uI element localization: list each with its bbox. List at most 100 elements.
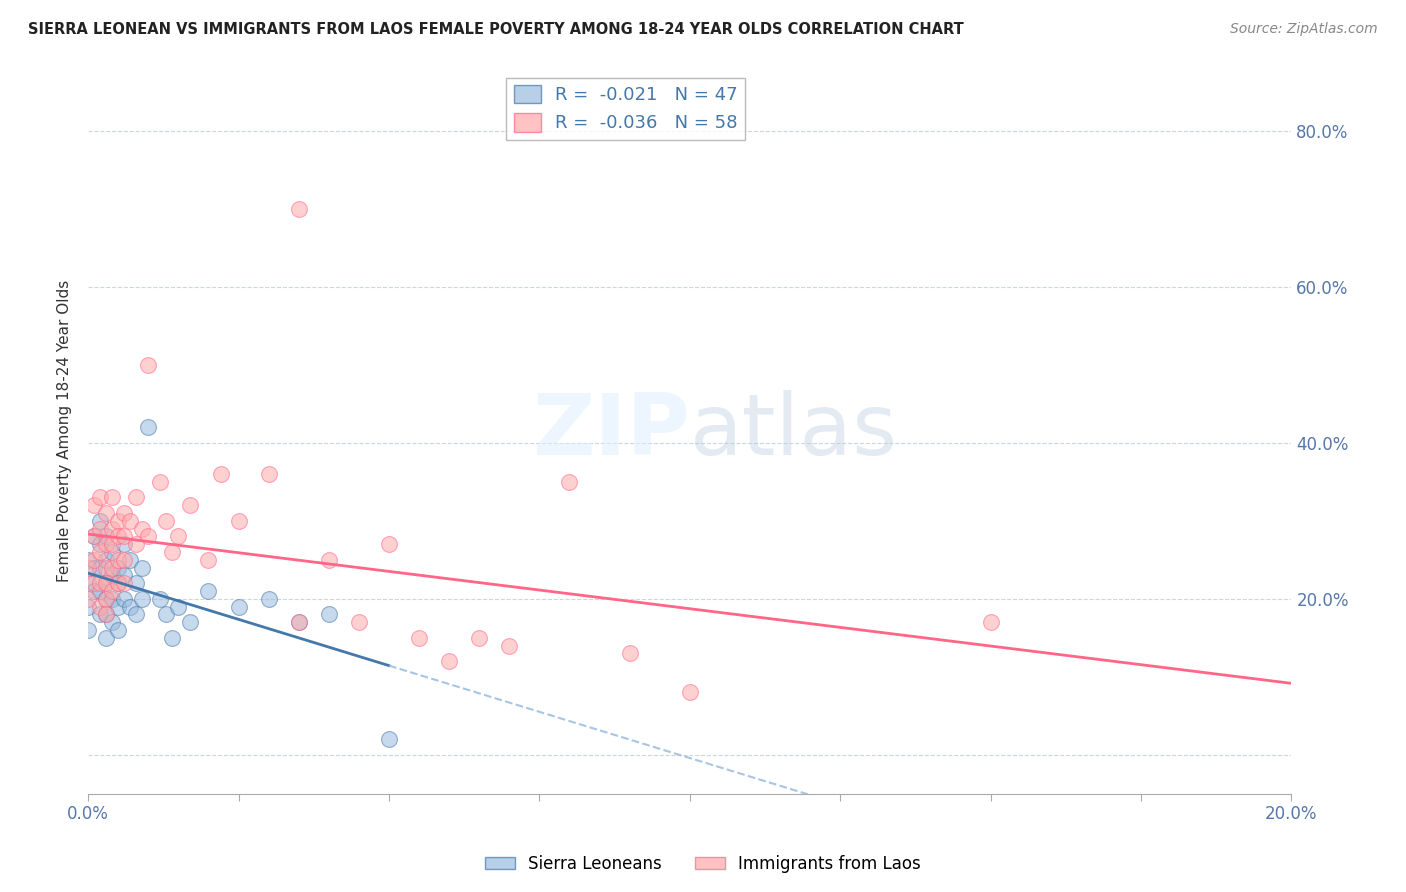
Point <box>112 553 135 567</box>
Point <box>96 607 118 622</box>
Point <box>77 553 100 567</box>
Point <box>96 529 118 543</box>
Legend: Sierra Leoneans, Immigrants from Laos: Sierra Leoneans, Immigrants from Laos <box>478 848 928 880</box>
Point <box>107 553 129 567</box>
Y-axis label: Female Poverty Among 18-24 Year Olds: Female Poverty Among 18-24 Year Olds <box>58 280 72 582</box>
Point <box>96 506 118 520</box>
Point <box>96 553 118 567</box>
Point <box>89 514 111 528</box>
Point <box>679 685 702 699</box>
Text: ZIP: ZIP <box>531 390 690 473</box>
Point <box>131 522 153 536</box>
Point <box>136 420 159 434</box>
Point <box>112 529 135 543</box>
Point <box>101 615 124 629</box>
Point <box>89 491 111 505</box>
Point <box>378 537 401 551</box>
Point <box>155 607 177 622</box>
Point <box>96 591 118 606</box>
Point <box>125 491 148 505</box>
Point <box>179 615 201 629</box>
Point <box>89 522 111 536</box>
Point <box>96 607 118 622</box>
Point <box>120 553 142 567</box>
Point <box>83 529 105 543</box>
Point <box>101 591 124 606</box>
Point <box>83 553 105 567</box>
Point <box>347 615 370 629</box>
Point <box>131 560 153 574</box>
Point <box>131 591 153 606</box>
Point <box>96 560 118 574</box>
Point <box>149 591 172 606</box>
Point <box>162 631 184 645</box>
Point <box>89 576 111 591</box>
Point <box>112 506 135 520</box>
Point <box>101 545 124 559</box>
Point <box>136 358 159 372</box>
Point <box>107 529 129 543</box>
Point <box>287 615 309 629</box>
Point <box>155 514 177 528</box>
Point <box>287 615 309 629</box>
Point <box>197 583 219 598</box>
Point <box>287 202 309 216</box>
Point <box>77 599 100 614</box>
Point <box>318 553 340 567</box>
Point <box>89 599 111 614</box>
Point <box>408 631 430 645</box>
Point <box>257 591 280 606</box>
Point <box>112 576 135 591</box>
Point <box>101 537 124 551</box>
Point <box>101 568 124 582</box>
Point <box>96 591 118 606</box>
Point <box>89 607 111 622</box>
Point <box>107 560 129 574</box>
Point <box>136 529 159 543</box>
Point <box>89 560 111 574</box>
Point <box>77 576 100 591</box>
Point <box>107 576 129 591</box>
Point <box>980 615 1002 629</box>
Text: Source: ZipAtlas.com: Source: ZipAtlas.com <box>1230 22 1378 37</box>
Point <box>112 568 135 582</box>
Point <box>89 537 111 551</box>
Point <box>318 607 340 622</box>
Point <box>149 475 172 489</box>
Point <box>83 583 105 598</box>
Point <box>125 576 148 591</box>
Point <box>96 576 118 591</box>
Point <box>257 467 280 481</box>
Point <box>89 545 111 559</box>
Point <box>83 560 105 574</box>
Point <box>77 560 100 574</box>
Point <box>120 599 142 614</box>
Point <box>120 514 142 528</box>
Point <box>167 529 190 543</box>
Point <box>77 591 100 606</box>
Point <box>83 576 105 591</box>
Point <box>101 583 124 598</box>
Point <box>107 514 129 528</box>
Point <box>101 522 124 536</box>
Point <box>437 654 460 668</box>
Point <box>162 545 184 559</box>
Point <box>619 646 641 660</box>
Point <box>228 599 250 614</box>
Point <box>96 576 118 591</box>
Point <box>96 631 118 645</box>
Point <box>96 537 118 551</box>
Point <box>107 623 129 637</box>
Point <box>83 529 105 543</box>
Point <box>125 537 148 551</box>
Point <box>558 475 581 489</box>
Point <box>107 599 129 614</box>
Point <box>112 591 135 606</box>
Point <box>77 623 100 637</box>
Point <box>179 498 201 512</box>
Point <box>89 583 111 598</box>
Point <box>167 599 190 614</box>
Point <box>112 537 135 551</box>
Point <box>125 607 148 622</box>
Point <box>83 498 105 512</box>
